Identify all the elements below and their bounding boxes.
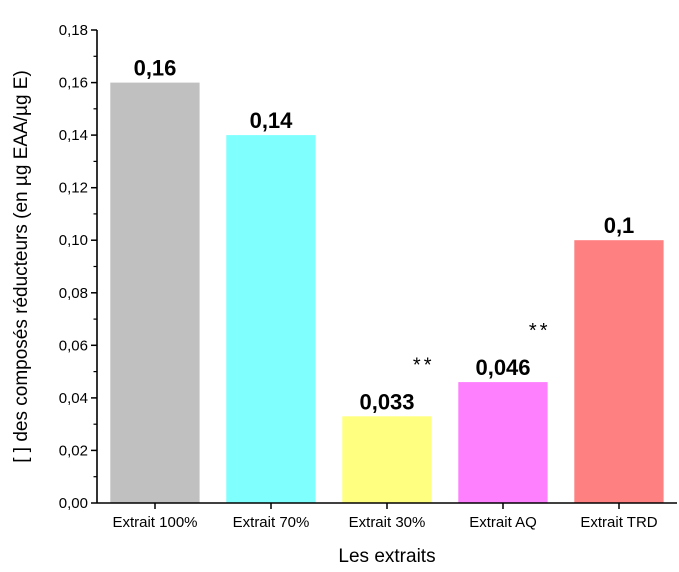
bar [458,382,548,503]
y-tick-label: 0,18 [59,22,88,39]
x-axis-title: Les extraits [338,546,435,567]
y-tick-label: 0,16 [59,75,88,92]
data-label: 0,14 [250,108,294,133]
y-tick-label: 0,02 [59,442,88,459]
y-tick-label: 0,04 [59,390,88,407]
x-tick-label: Extrait AQ [469,514,537,531]
x-tick-label: Extrait 70% [233,514,310,531]
bar [574,240,664,503]
y-tick-label: 0,10 [59,232,88,249]
significance-marker: ** [529,320,551,342]
y-tick-label: 0,12 [59,180,88,197]
bars-group [110,82,664,503]
x-tick-label: Extrait TRD [580,514,657,531]
data-label: 0,033 [359,389,414,414]
y-tick-label: 0,06 [59,337,88,354]
data-label: 0,046 [475,355,530,380]
bar [110,82,200,503]
data-label: 0,16 [134,56,177,81]
data-label: 0,1 [604,213,635,238]
significance-marker: ** [413,354,435,376]
x-tick-label: Extrait 30% [349,514,426,531]
labels-group: 0,16 Extrait 100% 0,14 Extrait 70% 0,033 ** Ex… [59,22,658,531]
y-tick-label: 0,14 [59,127,88,144]
x-tick-label: Extrait 100% [112,514,197,531]
bar [226,135,316,503]
bar [342,416,432,503]
y-tick-label: 0,08 [59,285,88,302]
y-tick-label: 0,00 [59,495,88,512]
y-axis-title: [ ] des composés réducteurs (en µg EAA/µ… [11,70,32,463]
axes-group [91,29,677,509]
